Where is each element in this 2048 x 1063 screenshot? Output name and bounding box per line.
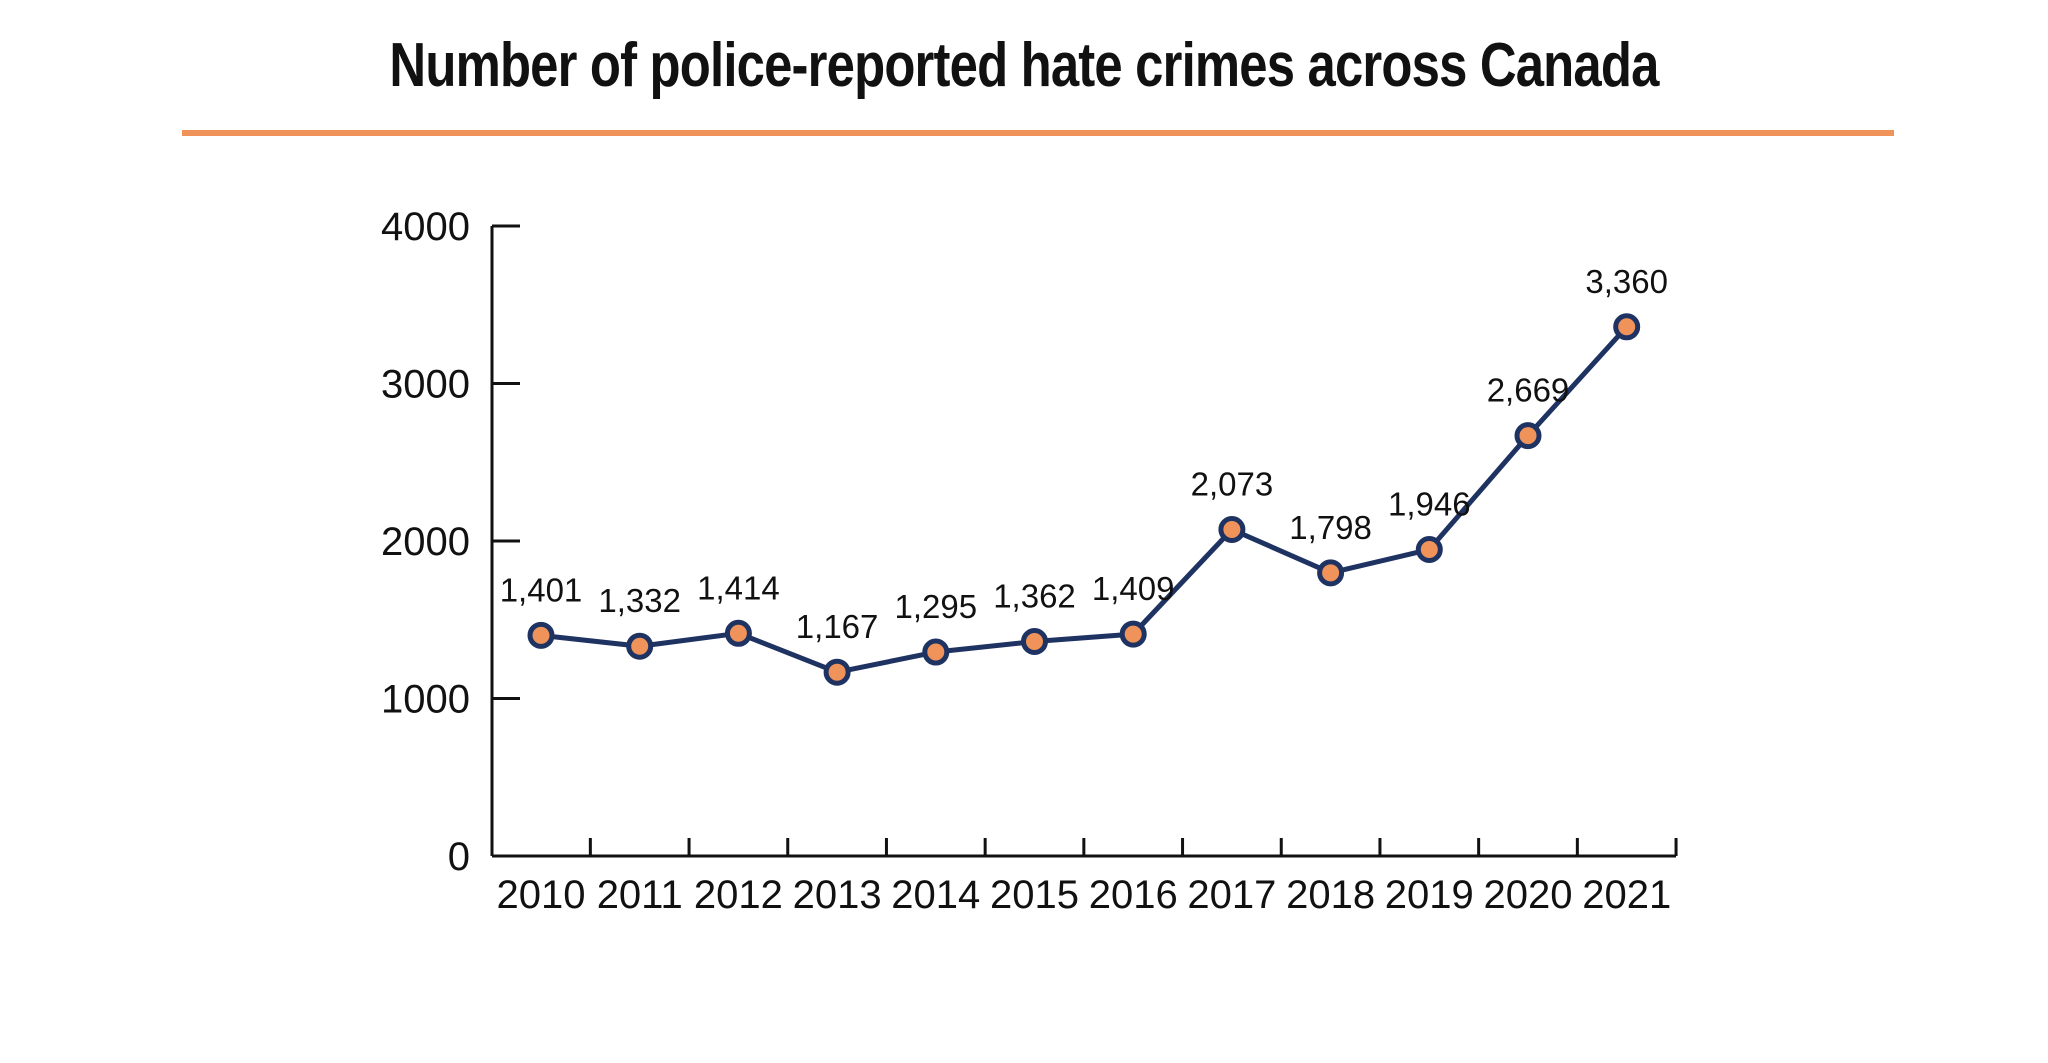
data-point: [823, 658, 851, 686]
data-label: 2,669: [1487, 372, 1570, 409]
data-point: [1415, 536, 1443, 564]
series-line: [540, 325, 1629, 675]
x-tick-label: 2014: [891, 873, 980, 917]
data-label: 1,362: [993, 577, 1076, 614]
data-point: [1613, 313, 1641, 341]
data-point: [1021, 627, 1048, 655]
data-label: 3,360: [1585, 263, 1668, 300]
x-tick-label: 2019: [1385, 873, 1474, 917]
series-hate-crimes: [527, 313, 1641, 686]
data-label: 2,073: [1191, 466, 1274, 503]
x-tick-label: 2010: [497, 873, 586, 917]
data-label: 1,798: [1289, 509, 1372, 546]
x-tick-label: 2016: [1089, 873, 1178, 917]
data-label: 1,401: [500, 571, 583, 608]
data-label: 1,409: [1092, 570, 1175, 607]
data-point: [527, 621, 555, 649]
y-tick-label: 3000: [381, 363, 470, 407]
data-label: 1,946: [1388, 486, 1471, 523]
x-tick-label: 2018: [1286, 873, 1375, 917]
x-axis-ticks: 2010 2011 2012 2013 2014 2015 2016 2017 2018 2019…: [497, 838, 1678, 917]
x-tick-label: 2015: [990, 873, 1079, 917]
data-point: [922, 638, 950, 666]
title-divider: [182, 130, 1894, 136]
data-label: 1,295: [895, 588, 978, 625]
x-tick-label: 2021: [1582, 873, 1671, 917]
x-tick-label: 2012: [694, 873, 783, 917]
y-tick-label: 2000: [381, 520, 470, 564]
y-tick-label: 0: [448, 835, 470, 879]
x-tick-label: 2013: [793, 873, 882, 917]
y-tick-label: 1000: [381, 678, 470, 722]
x-tick-label: 2017: [1187, 873, 1276, 917]
data-point: [1218, 516, 1246, 544]
data-label: 1,414: [697, 569, 780, 606]
x-tick-label: 2011: [597, 873, 683, 917]
data-point: [724, 619, 752, 647]
data-point: [1514, 422, 1542, 450]
x-tick-label: 2020: [1484, 873, 1573, 917]
data-label: 1,332: [598, 582, 681, 619]
data-point: [1317, 559, 1345, 587]
axes: [490, 226, 1676, 858]
y-axis-ticks: 0 1000 2000 3000 4000: [381, 205, 520, 879]
data-point: [626, 632, 654, 660]
y-tick-label: 4000: [381, 205, 470, 249]
data-point: [1119, 620, 1147, 648]
data-label: 1,167: [796, 608, 879, 645]
data-labels: 1,401 1,332 1,414 1,167 1,295 1,362 1,409 2,073…: [500, 263, 1668, 645]
chart-title: Number of police-reported hate crimes ac…: [389, 31, 1659, 100]
